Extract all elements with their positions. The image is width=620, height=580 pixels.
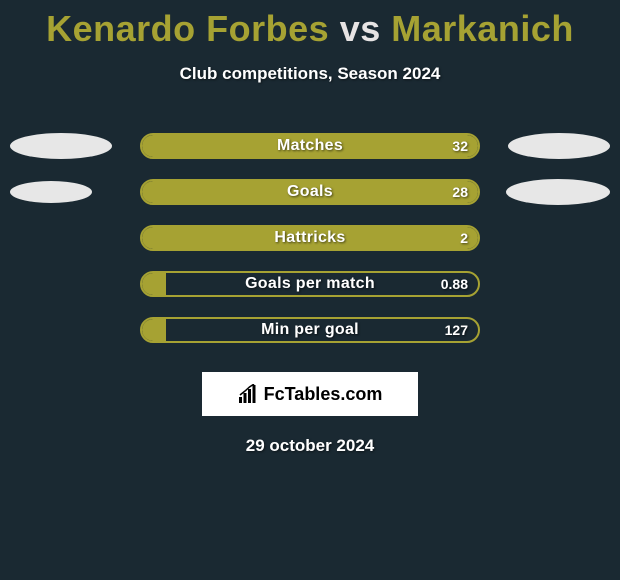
bar-track: Min per goal127	[140, 317, 480, 343]
subtitle: Club competitions, Season 2024	[0, 64, 620, 84]
ellipse-left	[10, 133, 112, 159]
logo-box: FcTables.com	[202, 372, 418, 416]
logo-text: FcTables.com	[264, 384, 383, 405]
player2-name: Markanich	[391, 8, 574, 49]
bar-value: 127	[445, 322, 468, 338]
stat-row: Goals per match0.88	[0, 270, 620, 298]
bar-value: 32	[452, 138, 468, 154]
bar-track: Goals28	[140, 179, 480, 205]
logo: FcTables.com	[238, 384, 383, 405]
bar-label: Hattricks	[142, 229, 478, 247]
bar-track: Matches32	[140, 133, 480, 159]
stat-row: Hattricks2	[0, 224, 620, 252]
date: 29 october 2024	[0, 436, 620, 456]
page-title: Kenardo Forbes vs Markanich	[0, 0, 620, 50]
stat-row: Min per goal127	[0, 316, 620, 344]
stat-row: Goals28	[0, 178, 620, 206]
player1-name: Kenardo Forbes	[46, 8, 329, 49]
ellipse-left	[10, 181, 92, 203]
stat-row: Matches32	[0, 132, 620, 160]
vs-text: vs	[340, 8, 381, 49]
ellipse-right	[508, 133, 610, 159]
bar-label: Matches	[142, 137, 478, 155]
bar-value: 2	[460, 230, 468, 246]
bar-label: Goals per match	[142, 275, 478, 293]
bar-label: Min per goal	[142, 321, 478, 339]
bar-track: Goals per match0.88	[140, 271, 480, 297]
bar-label: Goals	[142, 183, 478, 201]
bar-value: 28	[452, 184, 468, 200]
stats-bars: Matches32 Goals28 Hattricks2 Goals per matc…	[0, 132, 620, 344]
ellipse-right	[506, 179, 610, 205]
chart-icon	[238, 384, 260, 404]
bar-value: 0.88	[441, 276, 468, 292]
bar-track: Hattricks2	[140, 225, 480, 251]
